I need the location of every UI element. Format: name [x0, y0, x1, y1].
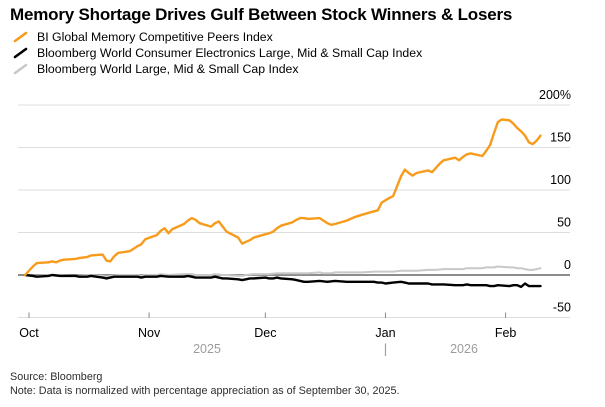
svg-text:-50: -50	[553, 301, 571, 315]
black-line-icon	[13, 47, 28, 59]
svg-text:Feb: Feb	[495, 326, 517, 340]
legend-label: Bloomberg World Consumer Electronics Lar…	[37, 46, 423, 60]
svg-text:200%: 200%	[539, 88, 571, 102]
source-text: Source: Bloomberg	[10, 371, 103, 383]
legend-item-consumer-electronics-index: Bloomberg World Consumer Electronics Lar…	[13, 45, 422, 61]
orange-line-icon	[13, 31, 28, 43]
svg-text:Nov: Nov	[138, 326, 161, 340]
svg-text:100: 100	[550, 173, 571, 187]
svg-text:150: 150	[550, 131, 571, 145]
legend-label: BI Global Memory Competitive Peers Index	[37, 30, 273, 44]
svg-text:2026: 2026	[450, 342, 478, 356]
svg-text:Jan: Jan	[375, 326, 395, 340]
svg-text:0: 0	[564, 258, 571, 272]
legend-item-world-index: Bloomberg World Large, Mid & Small Cap I…	[13, 61, 422, 77]
chart-footer: Source: Bloomberg Note: Data is normaliz…	[10, 370, 400, 398]
chart-legend: BI Global Memory Competitive Peers Index…	[13, 29, 422, 77]
gray-line-icon	[13, 63, 28, 75]
svg-text:Oct: Oct	[19, 326, 39, 340]
legend-item-memory-index: BI Global Memory Competitive Peers Index	[13, 29, 422, 45]
svg-text:50: 50	[557, 216, 571, 230]
legend-label: Bloomberg World Large, Mid & Small Cap I…	[37, 62, 299, 76]
note-text: Note: Data is normalized with percentage…	[10, 385, 400, 397]
svg-text:Dec: Dec	[254, 326, 276, 340]
page-title: Memory Shortage Drives Gulf Between Stoc…	[10, 5, 513, 24]
svg-text:2025: 2025	[193, 342, 221, 356]
